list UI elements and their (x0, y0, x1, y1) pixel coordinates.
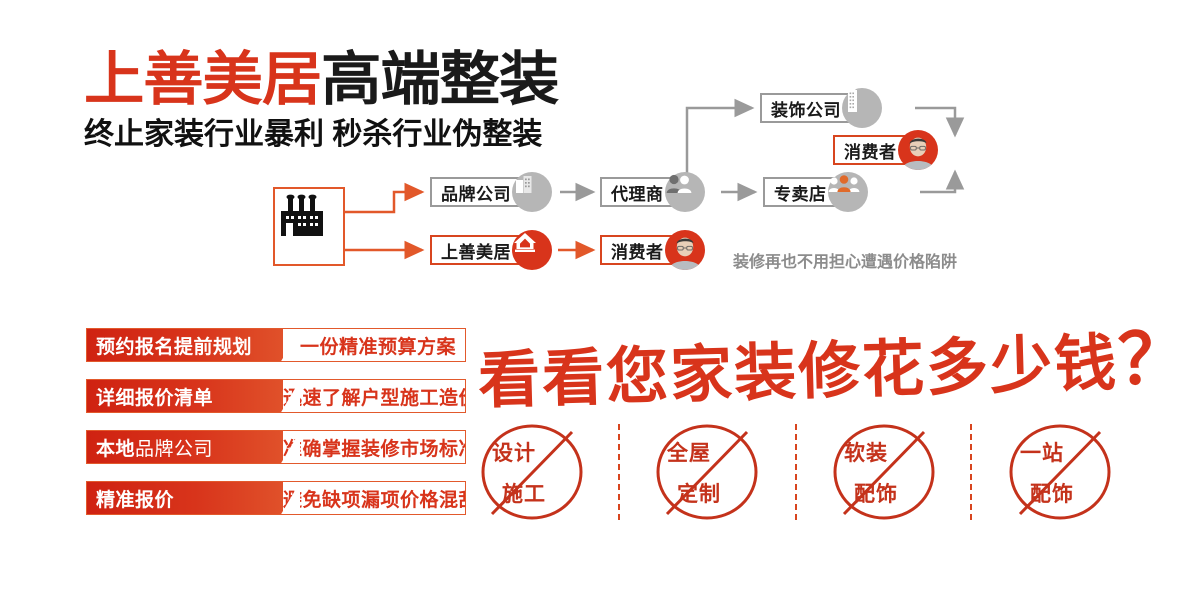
feature-desc: 迅速了解户型施工造价 (283, 387, 466, 409)
service-label-bottom: 配饰 (1030, 483, 1074, 506)
cta-question-mark: ？ (1116, 317, 1192, 402)
feature-label-text: 精准报价 (96, 489, 175, 511)
feature-label-text: 品牌公司 (135, 438, 214, 460)
crossed-circle-icon (656, 424, 758, 520)
headline-subtitle: 终止家装行业暴利 秒杀行业伪整装 (84, 118, 543, 151)
crossed-circle-icon (833, 424, 935, 520)
feature-row[interactable]: 精准报价 避免缺项漏项价格混乱 (86, 481, 466, 515)
service-name: 高端整装 (321, 47, 559, 112)
flow-tagline: 装修再也不用担心遭遇价格陷阱 (733, 254, 958, 271)
service-circle[interactable]: 全屋 定制 (653, 418, 761, 526)
service-label-bottom: 施工 (502, 483, 546, 506)
flow-node-label: 代理商 (600, 177, 674, 207)
service-label-top: 一站 (1020, 442, 1064, 465)
cta-headline-text: 看看您家装修花多少钱 (477, 326, 1120, 417)
person-avatar-icon (664, 230, 705, 270)
tower-building-icon (842, 88, 882, 128)
flow-node-label: 消费者 (833, 135, 907, 165)
feature-label-text: 详细报价清单 (96, 387, 214, 409)
feature-desc: 准确掌握装修市场标准 (283, 438, 466, 460)
feature-label: 详细报价清单 (87, 380, 300, 412)
house-icon (512, 230, 552, 270)
flow-node-decor-company[interactable]: 装饰公司 (760, 88, 882, 128)
flow-node-consumer-bottom[interactable]: 消费者 (600, 230, 705, 270)
feature-label-emphasis: 本地 (96, 438, 136, 460)
feature-label: 精准报价 (87, 482, 300, 514)
three-people-icon (827, 172, 868, 212)
feature-row[interactable]: 本地 品牌公司 准确掌握装修市场标准 (86, 430, 466, 464)
feature-list: 预约报名提前规划 一份精准预算方案 详细报价清单 迅速了解户型施工造价 本地 品牌… (86, 328, 466, 532)
feature-row[interactable]: 详细报价清单 迅速了解户型施工造价 (86, 379, 466, 413)
service-label-bottom: 配饰 (854, 483, 898, 506)
service-circle[interactable]: 一站 配饰 (1006, 418, 1114, 526)
page-title: 上善美居高端整装 (84, 48, 561, 112)
divider (795, 424, 797, 520)
headline-block: 上善美居高端整装 终止家装行业暴利 秒杀行业伪整装 (84, 48, 559, 152)
flow-node-shangshan[interactable]: 上善美居 (430, 230, 552, 270)
flow-node-label: 消费者 (600, 235, 674, 265)
excluded-services-row: 设计 施工 全屋 定制 软装 配饰 (478, 418, 1178, 543)
flow-node-label: 品牌公司 (430, 177, 521, 207)
crossed-circle-icon (1009, 424, 1111, 520)
service-label-top: 软装 (844, 442, 888, 465)
feature-row[interactable]: 预约报名提前规划 一份精准预算方案 (86, 328, 466, 362)
service-circle-labels: 全屋 定制 (653, 418, 761, 526)
feature-label-text: 预约报名提前规划 (96, 336, 253, 358)
feature-desc: 一份精准预算方案 (299, 336, 456, 358)
feature-desc: 避免缺项漏项价格混乱 (283, 489, 466, 511)
office-building-icon (512, 172, 552, 212)
service-circle[interactable]: 软装 配饰 (830, 418, 938, 526)
flow-node-consumer-top[interactable]: 消费者 (833, 130, 938, 170)
flow-node-brand-company[interactable]: 品牌公司 (430, 172, 552, 212)
crossed-circle-icon (481, 424, 583, 520)
flow-node-exclusive-store[interactable]: 专卖店 (763, 172, 868, 212)
service-circle-labels: 软装 配饰 (830, 418, 938, 526)
flow-node-label: 上善美居 (430, 235, 521, 265)
feature-label: 本地 品牌公司 (87, 431, 300, 463)
service-label-top: 全屋 (667, 442, 711, 465)
brand-name: 上善美居 (84, 47, 322, 112)
person-avatar-icon (897, 130, 938, 170)
divider (970, 424, 972, 520)
cta-headline: 看看您家装修花多少钱？ (477, 302, 1192, 423)
service-circle[interactable]: 设计 施工 (478, 418, 586, 526)
factory-node (273, 187, 345, 266)
flow-connectors (343, 98, 965, 260)
flow-node-label: 装饰公司 (760, 93, 851, 123)
service-label-bottom: 定制 (677, 483, 721, 506)
service-circle-labels: 设计 施工 (478, 418, 586, 526)
flow-node-label: 专卖店 (763, 177, 837, 207)
two-people-icon (664, 172, 705, 212)
distribution-flow-diagram: 品牌公司 代理商 (255, 80, 1200, 295)
flow-node-agent[interactable]: 代理商 (600, 172, 705, 212)
service-label-top: 设计 (492, 442, 536, 465)
service-circle-labels: 一站 配饰 (1006, 418, 1114, 526)
feature-label: 预约报名提前规划 (87, 329, 300, 361)
factory-icon (281, 194, 323, 236)
divider (618, 424, 620, 520)
